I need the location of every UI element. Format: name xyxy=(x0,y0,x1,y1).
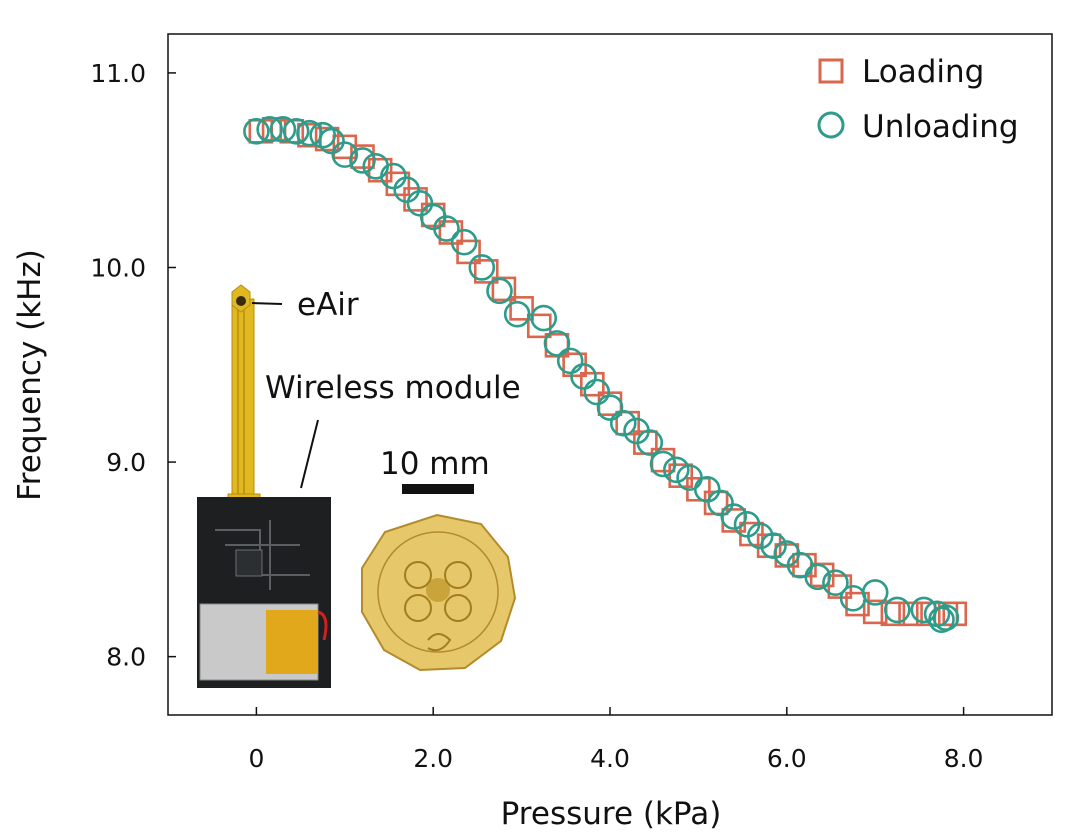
loading-point xyxy=(473,259,499,284)
y-axis-title: Frequency (kHz) xyxy=(12,249,48,501)
loading-point xyxy=(880,601,906,627)
eair-label: eAir xyxy=(297,287,359,323)
unloading-point xyxy=(269,116,297,143)
unloading-point xyxy=(468,254,496,281)
unloading-point xyxy=(486,277,513,305)
legend: Loading Unloading xyxy=(817,54,1019,145)
unloading-point xyxy=(530,304,558,332)
unloading-point xyxy=(393,176,420,203)
unloading-point xyxy=(318,127,345,155)
loading-point xyxy=(915,601,941,627)
legend-unloading-marker xyxy=(817,111,845,139)
unloading-point xyxy=(331,141,359,168)
unloading-point xyxy=(503,300,531,328)
wireless-module-illustration xyxy=(197,497,331,688)
loading-point xyxy=(438,220,464,245)
unloading-point xyxy=(693,475,721,503)
y-tick-label: 9.0 xyxy=(106,448,146,477)
x-axis-title: Pressure (kPa) xyxy=(501,796,722,832)
loading-point xyxy=(526,313,552,339)
unloading-point xyxy=(662,456,690,484)
unloading-point xyxy=(556,347,584,375)
unloading-point xyxy=(932,604,960,632)
legend-unloading-label: Unloading xyxy=(862,109,1019,145)
y-tick-label: 10.0 xyxy=(90,253,146,282)
unloading-point xyxy=(256,116,283,143)
wireless-module-label: Wireless module xyxy=(265,370,521,406)
unloading-point xyxy=(883,596,911,624)
unloading-point xyxy=(380,162,407,190)
loading-point xyxy=(509,296,534,321)
unloading-point xyxy=(570,363,597,390)
loading-point xyxy=(580,371,605,397)
unloading-point xyxy=(609,409,637,437)
legend-loading-label: Loading xyxy=(862,54,984,90)
y-tick-label: 11.0 xyxy=(90,59,146,88)
unloading-point xyxy=(349,147,376,174)
unloading-point xyxy=(760,532,787,560)
unloading-point xyxy=(861,579,889,606)
y-axis: 8.0 9.0 10.0 11.0 xyxy=(90,59,176,672)
unloading-point xyxy=(804,563,832,591)
wireless-module-pointer xyxy=(300,419,319,489)
unloading-point xyxy=(433,215,460,242)
unloading-point xyxy=(636,429,664,456)
loading-point xyxy=(898,601,923,627)
unloading-point xyxy=(596,394,624,421)
unloading-point xyxy=(720,503,748,530)
scale-bar xyxy=(402,484,474,494)
loading-point xyxy=(403,187,428,212)
unloading-point xyxy=(707,489,734,517)
unloading-point xyxy=(406,189,434,217)
plot-markers xyxy=(243,116,968,633)
unloading-point xyxy=(450,228,478,256)
unloading-point xyxy=(282,117,310,145)
x-tick-label: 8.0 xyxy=(944,744,984,773)
unloading-point xyxy=(543,330,571,357)
unloading-point xyxy=(822,569,849,596)
x-axis: 0 2.0 4.0 6.0 8.0 xyxy=(248,707,983,773)
unloading-point xyxy=(746,522,774,550)
loading-point xyxy=(314,126,340,152)
x-tick-label: 6.0 xyxy=(767,744,807,773)
loading-point xyxy=(845,591,870,617)
x-tick-label: 0 xyxy=(248,744,264,773)
x-tick-label: 4.0 xyxy=(590,744,630,773)
loading-point xyxy=(491,276,517,302)
unloading-point xyxy=(649,450,677,478)
unloading-point xyxy=(243,117,270,145)
y-tick-label: 8.0 xyxy=(106,643,146,672)
coin-illustration xyxy=(361,513,517,672)
legend-loading-marker xyxy=(818,58,844,84)
x-tick-label: 2.0 xyxy=(413,744,453,773)
scale-bar-label: 10 mm xyxy=(380,446,490,482)
unloading-point xyxy=(583,378,611,406)
loading-point xyxy=(385,171,411,197)
